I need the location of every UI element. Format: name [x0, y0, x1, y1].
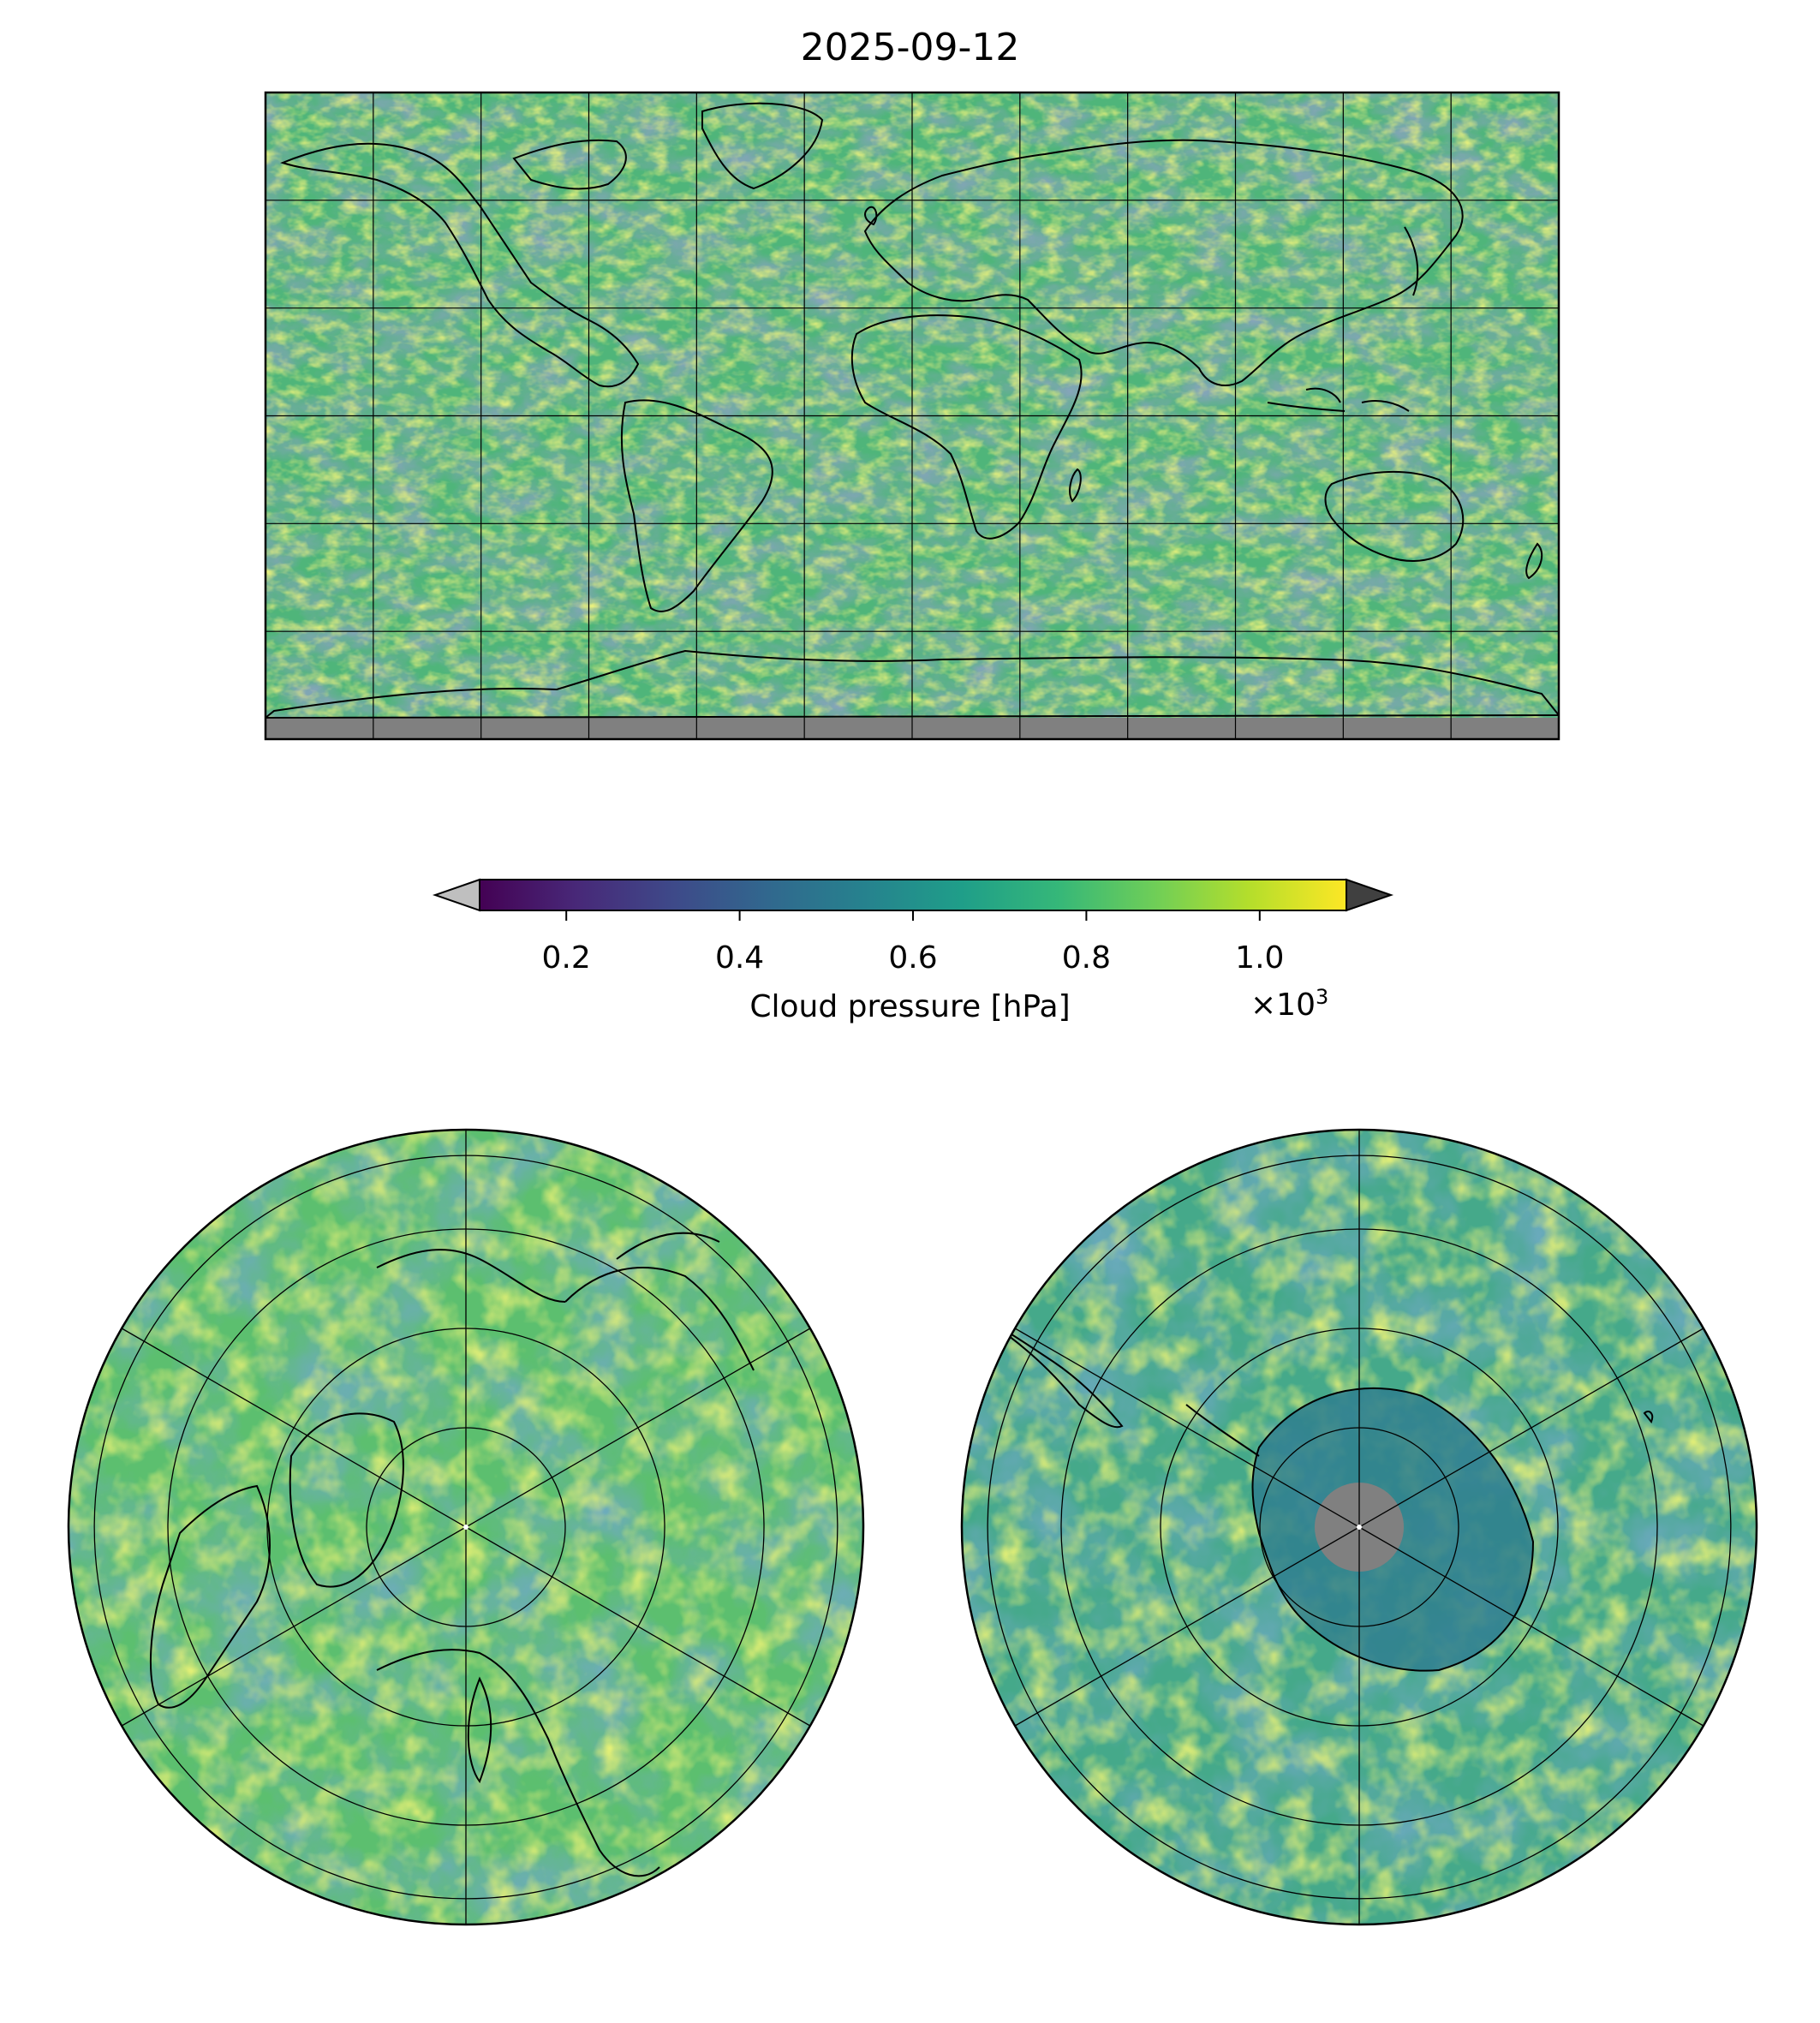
colorbar-tick-label: 0.4 — [714, 940, 765, 976]
colorbar-multiplier: ×103 — [1250, 985, 1328, 1023]
colorbar — [432, 878, 1394, 921]
north-gridlines — [93, 1130, 838, 1925]
polar-meridian-gridline — [465, 1526, 811, 1727]
polar-meridian-gridline — [121, 1526, 467, 1727]
global-map-frame — [264, 91, 1560, 741]
colorbar-multiplier-exponent: 3 — [1315, 985, 1329, 1009]
colorbar-label: Cloud pressure [hPa] — [749, 989, 1071, 1024]
colorbar-tick-marks — [565, 910, 1261, 921]
colorbar-gradient — [480, 880, 1346, 910]
north-pole-marker — [463, 1525, 468, 1530]
polar-meridian-gridline — [1014, 1526, 1360, 1727]
south-pole-marker — [1357, 1525, 1362, 1530]
colorbar-tick-label: 0.2 — [541, 940, 591, 976]
colorbar-tick-label: 0.6 — [888, 940, 938, 976]
polar-meridian-gridline — [1358, 1526, 1704, 1727]
polar-meridian-gridline — [1014, 1328, 1360, 1528]
figure-title: 2025-09-12 — [800, 26, 1020, 69]
north-polar-panel — [67, 1128, 865, 1926]
colorbar-tick-label: 0.8 — [1061, 940, 1112, 976]
colorbar-tick-label: 1.0 — [1235, 940, 1285, 976]
colorbar-multiplier-base: ×10 — [1250, 988, 1316, 1023]
colorbar-under-extension — [432, 878, 480, 912]
global-coastlines — [266, 102, 1559, 719]
north-coastlines — [149, 1232, 755, 1877]
south-polar-panel — [960, 1128, 1758, 1926]
polar-meridian-gridline — [121, 1328, 467, 1528]
colorbar-over-extension — [1346, 878, 1394, 912]
global-gridlines — [266, 92, 1559, 739]
polar-meridian-gridline — [1358, 1328, 1704, 1528]
south-gridlines — [987, 1130, 1732, 1925]
south-polar-frame — [960, 1128, 1758, 1926]
north-polar-frame — [67, 1128, 865, 1926]
polar-meridian-gridline — [465, 1328, 811, 1528]
global-map-panel — [264, 91, 1560, 741]
